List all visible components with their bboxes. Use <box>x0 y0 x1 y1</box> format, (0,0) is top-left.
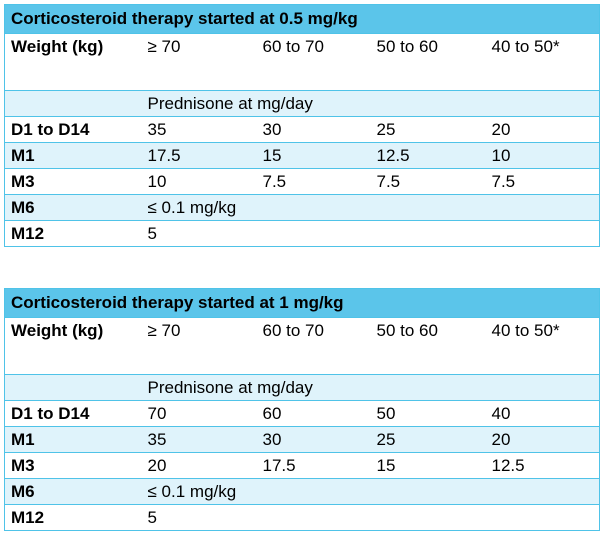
time-point-label: M1 <box>4 426 142 453</box>
dosing-table-body: Corticosteroid therapy started at 1 mg/k… <box>4 288 600 531</box>
dosing-table-0-5: Corticosteroid therapy started at 0.5 mg… <box>3 4 601 247</box>
weight-range: 50 to 60 <box>370 317 486 375</box>
time-point-label: M3 <box>4 452 142 479</box>
dosing-table-1: Corticosteroid therapy started at 1 mg/k… <box>4 288 600 531</box>
dose-value: 7.5 <box>370 168 486 195</box>
dose-value: 12.5 <box>370 142 486 169</box>
dose-unit-subheader: Prednisone at mg/day <box>141 374 600 401</box>
table-title-row: Corticosteroid therapy started at 1 mg/k… <box>4 288 600 318</box>
dose-unit-subheader: Prednisone at mg/day <box>141 90 601 117</box>
dose-value: 17.5 <box>256 452 371 479</box>
dosing-table-body: Corticosteroid therapy started at 0.5 mg… <box>3 4 601 247</box>
dose-value: 30 <box>256 426 371 453</box>
empty-cell <box>4 374 142 401</box>
dose-value: 35 <box>141 426 257 453</box>
dose-value: 12.5 <box>485 452 600 479</box>
dose-value: 20 <box>485 116 601 143</box>
dose-value: 35 <box>141 116 257 143</box>
dose-value <box>256 504 371 531</box>
table-row: D1 to D14 35 30 25 20 <box>4 116 601 143</box>
table-title: Corticosteroid therapy started at 0.5 mg… <box>3 4 601 34</box>
table-row: M12 5 <box>4 220 601 247</box>
weight-label: Weight (kg) <box>4 33 142 91</box>
weight-range: 40 to 50* <box>485 33 601 91</box>
weight-range: 60 to 70 <box>256 317 371 375</box>
dose-value <box>485 194 601 221</box>
weight-range: 60 to 70 <box>256 33 371 91</box>
table-title: Corticosteroid therapy started at 1 mg/k… <box>4 288 600 318</box>
dose-value: 70 <box>141 400 257 427</box>
dose-value: ≤ 0.1 mg/kg <box>141 194 257 221</box>
dose-value: 7.5 <box>485 168 601 195</box>
time-point-label: D1 to D14 <box>4 400 142 427</box>
weight-range: ≥ 70 <box>141 317 257 375</box>
dose-value: 30 <box>256 116 371 143</box>
time-point-label: M6 <box>4 194 142 221</box>
dose-value: 7.5 <box>256 168 371 195</box>
dose-value <box>370 478 486 505</box>
dose-value: 60 <box>256 400 371 427</box>
time-point-label: D1 to D14 <box>4 116 142 143</box>
dose-value <box>370 220 486 247</box>
weight-label: Weight (kg) <box>4 317 142 375</box>
table-title-row: Corticosteroid therapy started at 0.5 mg… <box>3 4 601 34</box>
dose-value: 15 <box>370 452 486 479</box>
dose-value: 15 <box>256 142 371 169</box>
table-row: M12 5 <box>4 504 600 531</box>
table-row: M6 ≤ 0.1 mg/kg <box>4 194 601 221</box>
weight-range: 40 to 50* <box>485 317 600 375</box>
dose-value: 10 <box>485 142 601 169</box>
dose-value: 40 <box>485 400 600 427</box>
dose-value <box>256 220 371 247</box>
time-point-label: M3 <box>4 168 142 195</box>
dose-value <box>256 194 371 221</box>
weight-range: 50 to 60 <box>370 33 486 91</box>
dose-value <box>370 504 486 531</box>
dose-value: 20 <box>141 452 257 479</box>
dose-value: 25 <box>370 426 486 453</box>
dose-value: 17.5 <box>141 142 257 169</box>
dose-value <box>370 194 486 221</box>
subheader-row: Prednisone at mg/day <box>4 90 601 117</box>
weight-row: Weight (kg) ≥ 70 60 to 70 50 to 60 40 to 50* <box>4 317 600 375</box>
dose-value: ≤ 0.1 mg/kg <box>141 478 257 505</box>
empty-cell <box>4 90 142 117</box>
dose-value <box>485 504 600 531</box>
time-point-label: M12 <box>4 504 142 531</box>
weight-range: ≥ 70 <box>141 33 257 91</box>
time-point-label: M1 <box>4 142 142 169</box>
table-row: M1 35 30 25 20 <box>4 426 600 453</box>
time-point-label: M12 <box>4 220 142 247</box>
dose-value <box>485 478 600 505</box>
dose-value: 5 <box>141 504 257 531</box>
time-point-label: M6 <box>4 478 142 505</box>
weight-row: Weight (kg) ≥ 70 60 to 70 50 to 60 40 to 50* <box>4 33 601 91</box>
subheader-row: Prednisone at mg/day <box>4 374 600 401</box>
dose-value <box>256 478 371 505</box>
dose-value: 50 <box>370 400 486 427</box>
table-row: M3 10 7.5 7.5 7.5 <box>4 168 601 195</box>
dose-value: 20 <box>485 426 600 453</box>
table-row: M1 17.5 15 12.5 10 <box>4 142 601 169</box>
dose-value <box>485 220 601 247</box>
dose-value: 5 <box>141 220 257 247</box>
table-row: M6 ≤ 0.1 mg/kg <box>4 478 600 505</box>
table-row: D1 to D14 70 60 50 40 <box>4 400 600 427</box>
dose-value: 10 <box>141 168 257 195</box>
table-row: M3 20 17.5 15 12.5 <box>4 452 600 479</box>
dose-value: 25 <box>370 116 486 143</box>
